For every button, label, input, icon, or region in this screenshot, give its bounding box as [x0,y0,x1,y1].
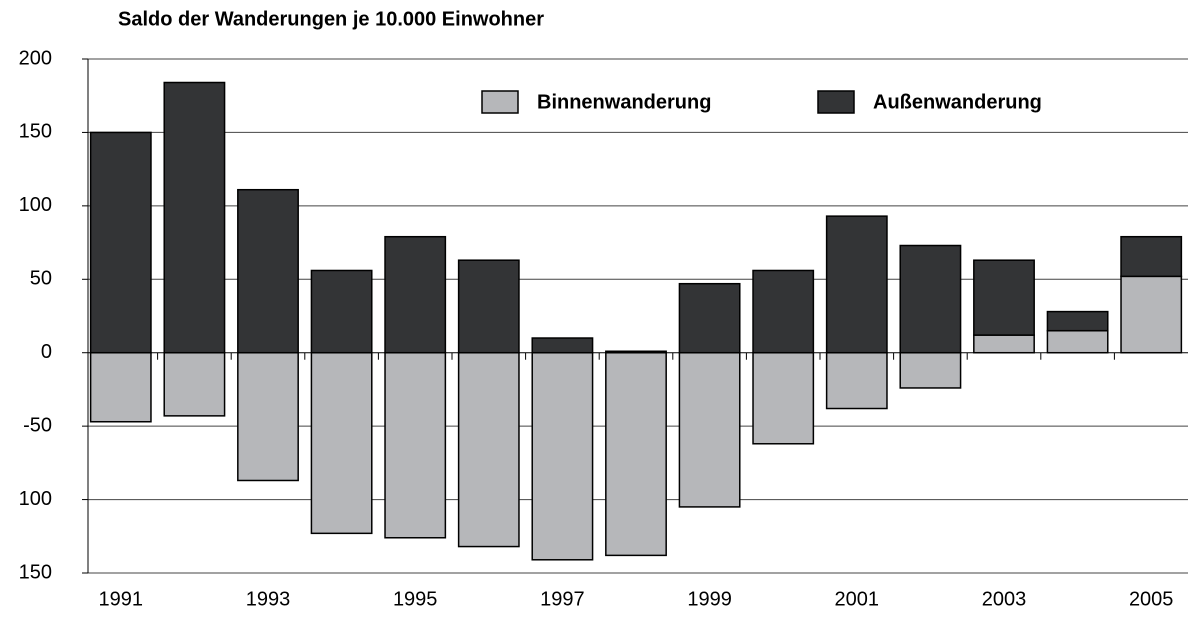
bar [531,351,594,561]
bar [605,350,667,354]
legend-swatch [817,90,855,114]
bar [1046,329,1109,354]
bar [973,259,1035,336]
bar [1120,235,1183,278]
x-tick-label: 2003 [982,588,1027,610]
bar [163,81,226,354]
x-tick-label: 1993 [246,588,291,610]
legend-swatch [481,90,519,114]
y-tick-label: -50 [23,414,52,436]
bar [678,351,741,508]
x-tick-label: 1999 [687,588,732,610]
bar [457,351,520,548]
y-tick-label: 0 [41,341,52,363]
bar [237,188,299,354]
bar [89,351,152,423]
y-tick-label: 150 [19,561,52,583]
bar [899,244,962,354]
bar [605,351,667,557]
bar [310,351,373,535]
bar [752,269,815,354]
x-tick-label: 1997 [540,588,585,610]
x-tick-label: 2001 [835,588,880,610]
y-tick-label: 200 [19,47,52,69]
y-tick-label: 100 [19,194,52,216]
bar [899,351,962,389]
bar [89,131,152,354]
bar [678,282,741,354]
bar [1046,310,1109,332]
bar [384,351,447,539]
bar [384,235,447,354]
bar [237,351,299,482]
legend-label: Außenwanderung [873,91,1042,113]
x-tick-label: 1991 [99,588,144,610]
bar [825,351,888,410]
x-tick-label: 2005 [1129,588,1174,610]
bar [531,337,594,354]
legend-label: Binnenwanderung [537,91,711,113]
chart-title: Saldo der Wanderungen je 10.000 Einwohne… [118,8,544,30]
x-tick-label: 1995 [393,588,438,610]
bar [163,351,226,417]
y-tick-label: 150 [19,121,52,143]
bar [1120,275,1183,354]
bar [825,215,888,354]
bar [457,259,520,354]
bar [752,351,815,445]
y-tick-label: 100 [19,488,52,510]
bar [310,269,373,354]
y-tick-label: 50 [30,268,52,290]
bar [973,334,1035,354]
